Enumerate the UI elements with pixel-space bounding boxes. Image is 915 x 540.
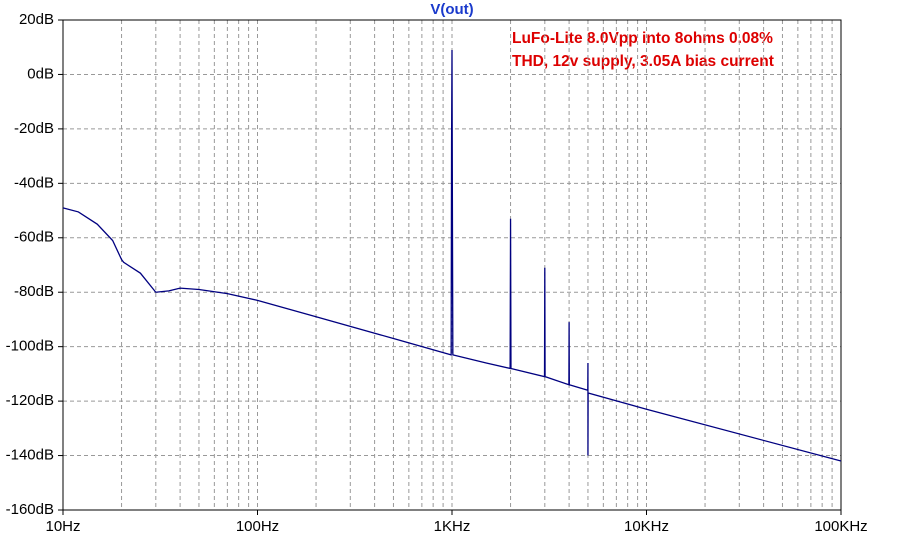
y-tick-label: -160dB [6, 501, 54, 518]
series-line [62, 49, 842, 462]
y-tick-label: -80dB [14, 283, 54, 300]
y-tick-label: -60dB [14, 229, 54, 246]
y-tick-label: -20dB [14, 120, 54, 137]
annotation: THD, 12v supply, 3.05A bias current [512, 53, 774, 70]
x-tick-label: 100KHz [814, 518, 867, 535]
chart-title: V(out) [430, 1, 473, 18]
y-tick-label: -100dB [6, 338, 54, 355]
y-tick-label: -120dB [6, 392, 54, 409]
x-tick-label: 10Hz [45, 518, 80, 535]
y-tick-label: -140dB [6, 447, 54, 464]
plot-frame [62, 19, 842, 511]
x-tick-label: 100Hz [236, 518, 279, 535]
annotation: LuFo-Lite 8.0Vpp into 8ohms 0.08% [512, 30, 773, 47]
x-tick-label: 10KHz [624, 518, 669, 535]
y-tick-label: 0dB [27, 65, 54, 82]
x-tick-label: 1KHz [434, 518, 471, 535]
y-tick-label: -40dB [14, 174, 54, 191]
y-tick-label: 20dB [19, 11, 54, 28]
